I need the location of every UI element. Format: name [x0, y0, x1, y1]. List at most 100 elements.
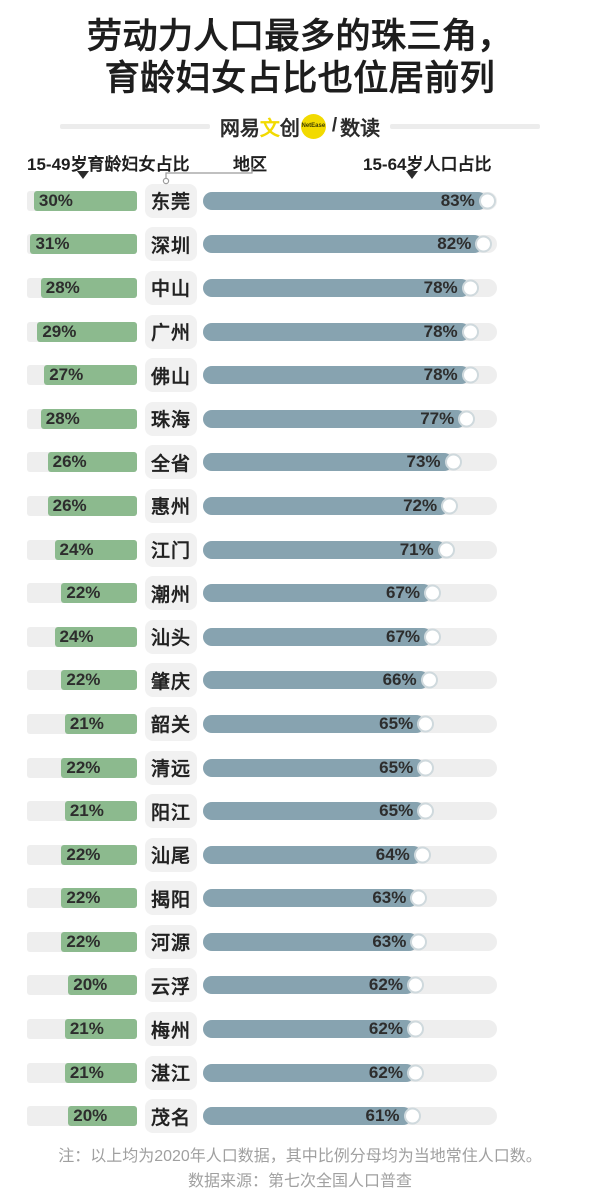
left-bar: 28% — [40, 277, 137, 298]
chart-row: 27% 佛山 78% — [0, 353, 600, 397]
left-bar: 28% — [40, 408, 137, 429]
chart-row: 28% 中山 78% — [0, 266, 600, 310]
right-bar-track: 61% — [203, 1106, 497, 1126]
left-bar-value: 22% — [66, 583, 101, 603]
right-bar-value: 73% — [406, 452, 441, 472]
left-bar-value: 21% — [69, 1019, 104, 1039]
region-label: 江门 — [145, 532, 197, 567]
left-bar: 22% — [61, 583, 137, 604]
bar-end-dot-icon — [444, 453, 462, 471]
left-bar-track: 28% — [27, 277, 137, 298]
right-bar-track: 83% — [203, 190, 497, 210]
region-label: 韶关 — [145, 706, 197, 741]
chart-row: 31% 深圳 82% — [0, 223, 600, 267]
right-bar: 77% — [203, 409, 476, 428]
bar-end-dot-icon — [410, 889, 428, 907]
left-bar-track: 22% — [27, 888, 137, 909]
left-bar: 21% — [64, 801, 137, 822]
left-bar-value: 22% — [66, 844, 101, 864]
divider-line-right — [390, 123, 541, 129]
left-bar-track: 24% — [27, 626, 137, 647]
right-bar-value: 63% — [372, 888, 407, 908]
chart-row: 26% 惠州 72% — [0, 484, 600, 528]
right-bar-track: 82% — [203, 235, 497, 254]
right-bar: 67% — [203, 627, 442, 646]
right-column-header: 15-64岁人口占比 — [363, 155, 492, 174]
right-bar-track: 65% — [203, 758, 497, 777]
bar-end-dot-icon — [406, 976, 424, 994]
chart-row: 20% 云浮 62% — [0, 964, 600, 1008]
left-bar-value: 22% — [66, 670, 101, 690]
chart-row: 22% 汕尾 64% — [0, 833, 600, 877]
right-bar-value: 61% — [365, 1106, 400, 1126]
bar-end-dot-icon — [410, 933, 428, 951]
right-bar-track: 78% — [203, 366, 497, 385]
center-column-header: 地区 — [233, 155, 267, 174]
region-label: 广州 — [145, 314, 197, 349]
chart-row: 24% 汕头 67% — [0, 615, 600, 659]
chart-row: 20% 茂名 61% — [0, 1094, 600, 1138]
region-label: 汕尾 — [145, 837, 197, 872]
bar-end-dot-icon — [437, 541, 455, 559]
bar-end-dot-icon — [461, 279, 479, 297]
right-bar-track: 62% — [203, 1019, 497, 1039]
left-bar-track: 21% — [27, 1019, 137, 1040]
bar-end-dot-icon — [406, 1020, 424, 1038]
chart-row: 22% 河源 63% — [0, 920, 600, 964]
right-bar-value: 65% — [379, 801, 414, 821]
right-bar: 65% — [203, 758, 435, 777]
region-label: 肇庆 — [145, 663, 197, 698]
left-bar-value: 30% — [38, 190, 73, 210]
bar-end-dot-icon — [406, 1064, 424, 1082]
left-bar-value: 29% — [42, 321, 77, 341]
footer-note: 注：以上均为2020年人口数据，其中比例分母均为当地常住人口数。 — [58, 1148, 542, 1166]
right-bar-value: 78% — [423, 321, 458, 341]
left-bar-value: 24% — [59, 539, 94, 559]
left-bar-value: 26% — [52, 452, 87, 472]
right-bar-value: 62% — [368, 1019, 403, 1039]
left-bar-track: 24% — [27, 539, 137, 560]
region-label: 全省 — [145, 445, 197, 480]
region-label: 茂名 — [145, 1099, 197, 1134]
left-bar-track: 20% — [27, 975, 137, 996]
chart-rows: 30% 东莞 83% 31% 深圳 82% 28% — [0, 179, 600, 1138]
left-bar-track: 26% — [27, 495, 137, 516]
right-bar-track: 64% — [203, 845, 497, 864]
page-title-line1: 劳动力人口最多的珠三角， — [86, 17, 513, 56]
brand-accent-char: 文 — [259, 117, 280, 140]
bar-end-dot-icon — [417, 715, 435, 733]
bar-end-dot-icon — [461, 323, 479, 341]
region-label: 河源 — [145, 924, 197, 959]
arrow-down-icon — [406, 171, 418, 179]
region-label: 云浮 — [145, 968, 197, 1003]
brand-logo: 网易文创 NetEase / 数读 — [220, 112, 380, 141]
bar-end-dot-icon — [461, 366, 479, 384]
region-label: 东莞 — [145, 183, 197, 218]
right-bar: 66% — [203, 671, 438, 690]
left-bar: 22% — [61, 931, 137, 952]
right-bar-track: 73% — [203, 452, 497, 472]
bar-end-dot-icon — [424, 628, 442, 646]
right-bar-value: 65% — [379, 713, 414, 733]
right-bar-track: 78% — [203, 278, 497, 297]
left-bar-value: 22% — [66, 757, 101, 777]
bar-end-dot-icon — [417, 759, 435, 777]
right-bar-value: 83% — [440, 190, 475, 210]
right-bar-value: 62% — [368, 1062, 403, 1082]
left-bar-value: 28% — [45, 408, 80, 428]
netease-badge-icon: NetEase — [300, 113, 326, 139]
right-bar: 65% — [203, 713, 435, 733]
title-block: 劳动力人口最多的珠三角， 育龄妇女占比也位居前列 — [0, 0, 600, 100]
footer-source: 数据来源：第七次全国人口普查 — [187, 1172, 412, 1190]
footer-notes: 注：以上均为2020年人口数据，其中比例分母均为当地常住人口数。 数据来源：第七… — [0, 1145, 600, 1195]
region-label: 阳江 — [145, 794, 197, 829]
left-bar-value: 22% — [66, 888, 101, 908]
right-bar: 63% — [203, 888, 428, 908]
arrow-down-icon — [77, 171, 89, 179]
right-bar: 72% — [203, 496, 459, 515]
right-bar-track: 63% — [203, 888, 497, 908]
left-bar-value: 21% — [69, 713, 104, 733]
left-bar: 20% — [68, 975, 137, 996]
left-bar-value: 28% — [45, 277, 80, 297]
right-bar: 65% — [203, 801, 435, 821]
